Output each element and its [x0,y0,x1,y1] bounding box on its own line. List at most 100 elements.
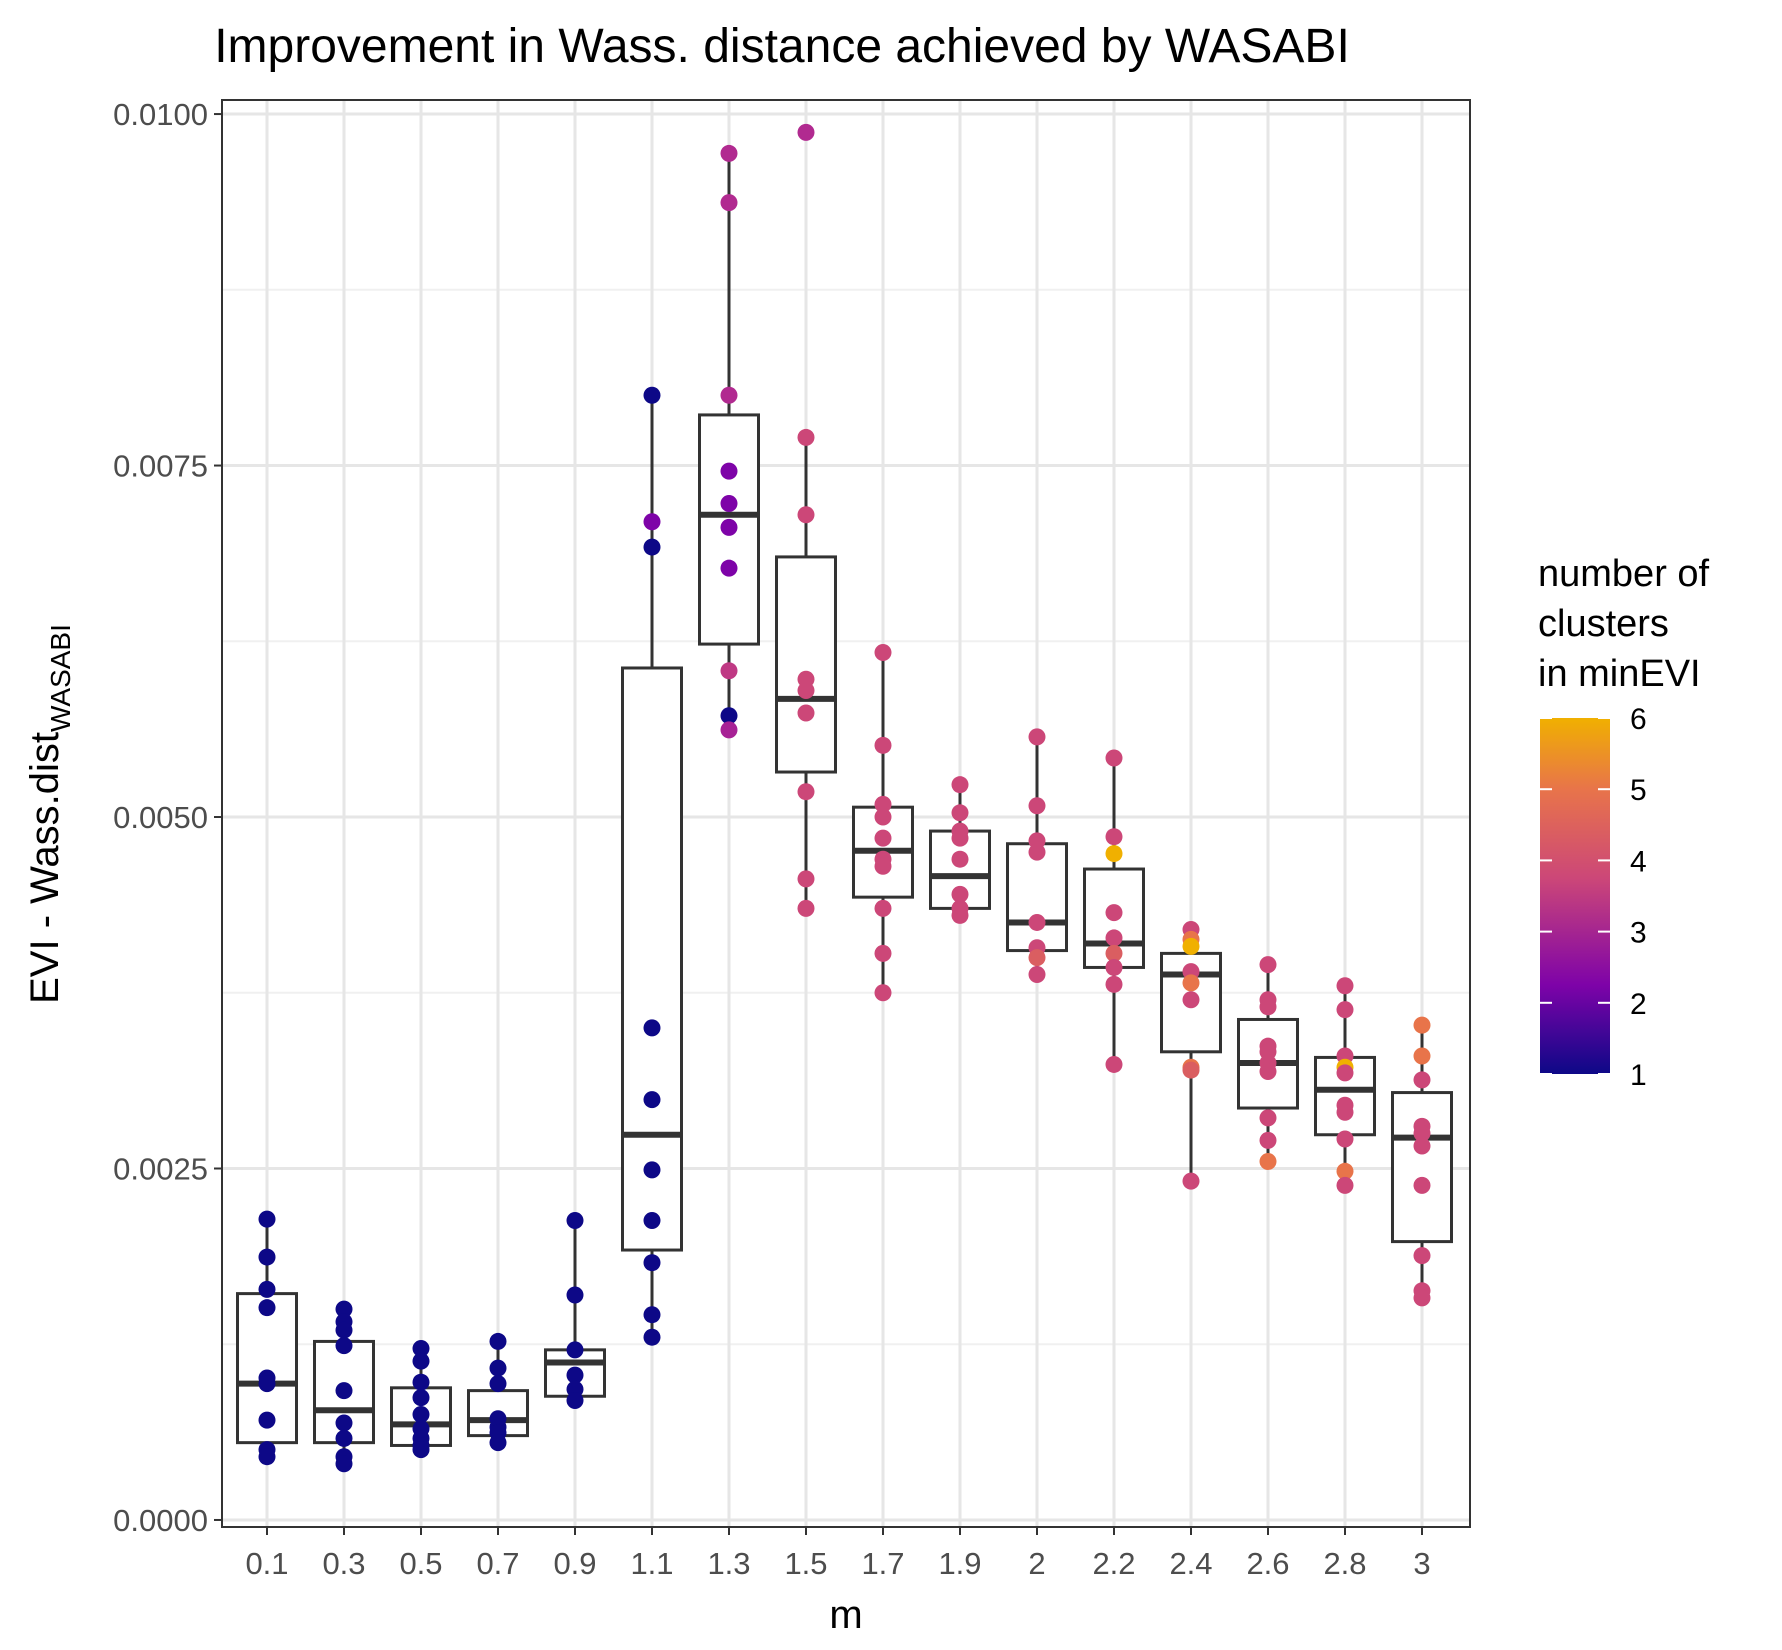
data-point [643,1328,661,1346]
x-tick-label: 2.8 [1323,1546,1366,1581]
data-point [1259,1062,1277,1080]
chart-title: Improvement in Wass. distance achieved b… [214,20,1350,73]
data-point [1413,1124,1431,1142]
data-point [1182,991,1200,1009]
data-point [951,804,969,822]
legend-tick-label: 5 [1630,774,1647,807]
data-point [720,194,738,212]
data-point [1336,977,1354,995]
data-point [643,386,661,404]
x-tick-label: 2.2 [1092,1546,1135,1581]
data-point [1336,1176,1354,1194]
data-point [1182,974,1200,992]
data-point [335,1429,353,1447]
data-point [1413,1016,1431,1034]
data-point [797,870,815,888]
data-point [258,1448,276,1466]
x-tick-label: 0.5 [399,1546,442,1581]
data-point [874,984,892,1002]
data-point [335,1382,353,1400]
data-point [566,1212,584,1230]
data-point [951,885,969,903]
x-axis: 0.1 0.3 0.5 0.7 0.9 1.1 1.3 1.5 1.7 1.9 2 2.2 2.4 2.6… [245,1527,1431,1581]
data-point [951,776,969,794]
data-point [797,783,815,801]
legend-colorbar [1540,718,1610,1074]
data-point [412,1352,430,1370]
data-point [797,704,815,722]
data-point [489,1375,507,1393]
data-point [643,513,661,531]
data-point [874,808,892,826]
data-point [1105,958,1123,976]
data-point [566,1286,584,1304]
data-point [797,123,815,141]
plot-panel-border [221,99,1471,1528]
data-point [874,899,892,917]
data-point [412,1373,430,1391]
data-point [335,1455,353,1473]
data-point [566,1391,584,1409]
data-point [1336,1130,1354,1148]
data-point [1259,1131,1277,1149]
data-point [1259,1152,1277,1170]
y-tick-label: 0.0075 [113,449,208,484]
y-tick-label: 0.0100 [113,97,208,132]
x-tick-label: 3 [1413,1546,1430,1581]
x-tick-label: 0.7 [476,1546,519,1581]
data-point [258,1248,276,1266]
data-point [1105,828,1123,846]
box-iqr [775,555,837,774]
data-point [1028,913,1046,931]
legend-tick-label: 2 [1630,988,1647,1021]
data-point [1028,965,1046,983]
data-point [643,1254,661,1272]
data-point [874,736,892,754]
data-point [1182,937,1200,955]
data-point [1413,1247,1431,1265]
data-points [258,123,1431,1473]
data-point [720,721,738,739]
data-point [335,1414,353,1432]
data-point [258,1411,276,1429]
data-point [720,494,738,512]
y-axis: 0.0000 0.0025 0.0050 0.0075 0.0100 [113,97,222,1538]
data-point [566,1341,584,1359]
legend-tick-label: 1 [1630,1059,1647,1092]
data-point [643,1091,661,1109]
data-point [1413,1071,1431,1089]
data-point [1336,1001,1354,1019]
data-point [1028,843,1046,861]
data-point [643,1212,661,1230]
data-point [1182,1061,1200,1079]
data-point [335,1321,353,1339]
data-point [1182,1172,1200,1190]
data-point [874,644,892,662]
x-tick-label: 0.3 [322,1546,365,1581]
x-tick-label: 2 [1028,1546,1045,1581]
data-point [874,795,892,813]
data-point [489,1359,507,1377]
legend-tick-label: 3 [1630,917,1647,950]
data-point [951,829,969,847]
legend-title-line-3: in minEVI [1538,653,1701,695]
data-point [335,1337,353,1355]
box-iqr [1391,1091,1453,1244]
x-tick-label: 2.6 [1246,1546,1289,1581]
x-tick-label: 1.3 [707,1546,750,1581]
color-legend: number of clusters in minEVI 1 2 3 4 5 6 [1538,553,1710,1092]
data-point [412,1441,430,1459]
data-point [566,1366,584,1384]
data-point [643,1019,661,1037]
data-point [1259,956,1277,974]
legend-tick-label: 4 [1630,845,1647,878]
data-point [1336,1103,1354,1121]
data-point [643,1161,661,1179]
data-point [1105,929,1123,947]
data-point [874,829,892,847]
data-point [797,506,815,524]
data-point [258,1210,276,1228]
data-point [1259,998,1277,1016]
data-point [874,944,892,962]
